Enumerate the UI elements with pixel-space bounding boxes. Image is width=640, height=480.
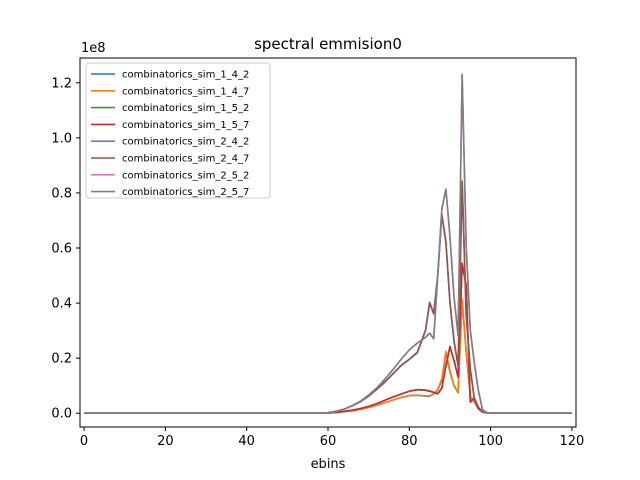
- y-offset-label: 1e8: [81, 41, 106, 56]
- y-tick-label: 1.0: [51, 131, 72, 146]
- x-axis-title: ebins: [311, 457, 346, 472]
- x-tick-label: 60: [320, 434, 337, 449]
- series-lines: [84, 73, 572, 415]
- x-tick-label: 20: [157, 434, 174, 449]
- y-axis: 0.0 0.2 0.4 0.6 0.8 1.0 1.2: [51, 76, 80, 422]
- legend-label: combinatorics_sim_2_4_2: [122, 137, 249, 148]
- legend-label: combinatorics_sim_2_5_2: [122, 170, 249, 181]
- y-tick-label: 1.2: [51, 76, 72, 91]
- legend-label: combinatorics_sim_2_4_7: [122, 154, 249, 165]
- y-tick-label: 0.8: [51, 186, 72, 201]
- legend-label: combinatorics_sim_1_4_2: [122, 70, 249, 81]
- legend-label: combinatorics_sim_1_5_2: [122, 103, 249, 114]
- y-tick-label: 0.4: [51, 297, 72, 312]
- x-tick-label: 0: [80, 434, 88, 449]
- x-tick-label: 100: [478, 434, 503, 449]
- x-tick-label: 120: [560, 434, 585, 449]
- x-tick-label: 80: [401, 434, 418, 449]
- x-tick-label: 40: [238, 434, 255, 449]
- legend-label: combinatorics_sim_2_5_7: [122, 187, 249, 198]
- x-axis: 0 20 40 60 80 100 120: [80, 427, 584, 449]
- legend-label: combinatorics_sim_1_5_7: [122, 120, 249, 131]
- legend-frame: [85, 62, 271, 199]
- y-tick-label: 0.0: [51, 407, 72, 422]
- y-tick-label: 0.2: [51, 352, 72, 367]
- plot-area: [79, 57, 577, 428]
- series-line-combinatorics-sim-2-5-7: [84, 73, 572, 415]
- chart-title: spectral emmision0: [254, 35, 402, 53]
- y-tick-label: 0.6: [51, 242, 72, 257]
- legend: combinatorics_sim_1_4_2 combinatorics_sim…: [85, 62, 271, 199]
- legend-label: combinatorics_sim_1_4_7: [122, 86, 249, 97]
